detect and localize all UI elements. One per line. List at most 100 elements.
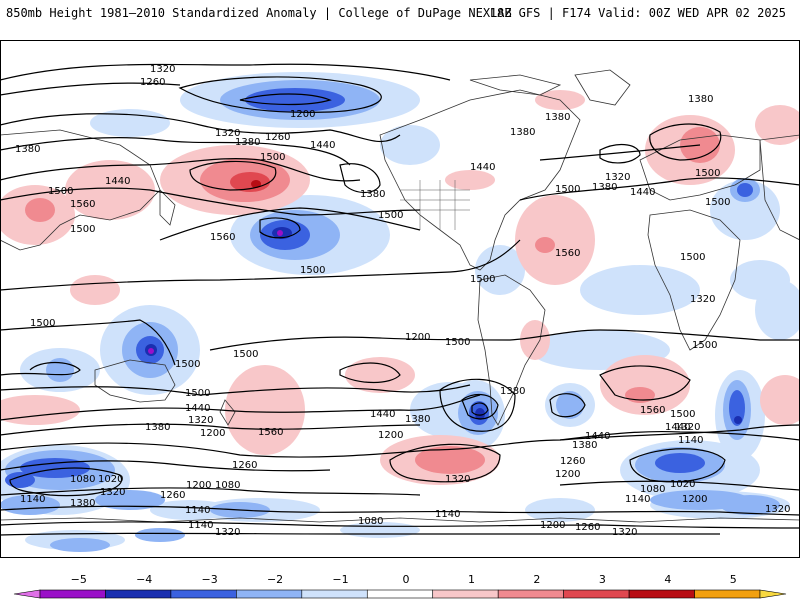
contour-label: 1500 (300, 265, 325, 276)
contour-label: 1500 (670, 409, 695, 420)
contour-label: 1560 (258, 427, 283, 438)
anomaly-shading (0, 72, 800, 552)
contour-label: 1500 (260, 152, 285, 163)
contour-label: 1380 (500, 386, 525, 397)
contour-label: 1320 (150, 64, 175, 75)
contour-label: 1500 (233, 349, 258, 360)
contour-label: 1200 (682, 494, 707, 505)
contour-label: 1500 (555, 184, 580, 195)
contour-label: 1320 (445, 474, 470, 485)
contour-label: 1320 (690, 294, 715, 305)
colorbar-swatch (39, 589, 106, 599)
contour-label: 1380 (360, 189, 385, 200)
contour-label: 1260 (265, 132, 290, 143)
colorbar-swatch (105, 589, 172, 599)
colorbar-tick-label: −4 (136, 573, 152, 586)
contour-label: 1440 (665, 422, 690, 433)
contour-label: 1560 (555, 248, 580, 259)
political-boundaries (400, 180, 470, 230)
contour-label: 1140 (678, 435, 703, 446)
contour-label: 1380 (688, 94, 713, 105)
contour-label: 1380 (405, 414, 430, 425)
contour-label: 1560 (210, 232, 235, 243)
contour-label: 1500 (695, 168, 720, 179)
colorbar-tick-label: 3 (599, 573, 606, 586)
colorbar-swatch (432, 589, 499, 599)
colorbar-swatch (759, 589, 787, 599)
contour-label: 1260 (560, 456, 585, 467)
contour-label: 1500 (48, 186, 73, 197)
contour-label: 1380 (592, 182, 617, 193)
colorbar-swatch (170, 589, 237, 599)
colorbar-tick-label: −5 (71, 573, 87, 586)
contour-label: 1200 (290, 109, 315, 120)
contour-label: 1320 (215, 527, 240, 538)
contour-label: 1440 (470, 162, 495, 173)
colorbar-swatch (563, 589, 630, 599)
contour-label: 1140 (435, 509, 460, 520)
contour-label: 1140 (625, 494, 650, 505)
contour-label: 1260 (232, 460, 257, 471)
height-contours (0, 63, 800, 536)
contour-label: 1560 (640, 405, 665, 416)
contour-label: 1500 (30, 318, 55, 329)
colorbar-swatch (366, 589, 434, 599)
colorbar-swatch (694, 589, 761, 599)
contour-label: 1500 (445, 337, 470, 348)
contour-label: 1200 (378, 430, 403, 441)
contour-label: 1500 (175, 359, 200, 370)
contour-label: 1380 (510, 127, 535, 138)
contour-label: 1320 (612, 527, 637, 538)
anomaly-map: 1320 1260 1200 1380 1320 1260 1440 1500 … (0, 40, 800, 558)
colorbar-tick-label: 1 (468, 573, 475, 586)
colorbar-swatches (13, 589, 787, 599)
colorbar-tick-label: 2 (533, 573, 540, 586)
contour-label: 1440 (310, 140, 335, 151)
contour-label: 1380 (572, 440, 597, 451)
contour-label: 1440 (585, 431, 610, 442)
contour-label: 1500 (378, 210, 403, 221)
colorbar-tick-label: 0 (403, 573, 410, 586)
contour-label: 1260 (575, 522, 600, 533)
contour-label: 1440 (630, 187, 655, 198)
contour-label: 1080 (358, 516, 383, 527)
colorbar-tick-label: 4 (664, 573, 671, 586)
contour-label: 1500 (470, 274, 495, 285)
contour-label: 1440 (370, 409, 395, 420)
colorbar-swatch (301, 589, 368, 599)
contour-label: 1080 (640, 484, 665, 495)
contour-label: 1020 (670, 479, 695, 490)
contour-label: 1320 (100, 487, 125, 498)
map-title: 850mb Height 1981–2010 Standardized Anom… (6, 6, 512, 20)
contour-label: 1320 (765, 504, 790, 515)
contour-label: 1140 (20, 494, 45, 505)
contour-labels: 1320 1260 1200 1380 1320 1260 1440 1500 … (15, 64, 790, 538)
contour-label: 1380 (145, 422, 170, 433)
contour-label: 1200 (555, 469, 580, 480)
contour-label: 1200 (186, 480, 211, 491)
contour-label: 1380 (15, 144, 40, 155)
colorbar-tick-label: 5 (730, 573, 737, 586)
contour-label: 1020 (98, 474, 123, 485)
colorbar-swatch (13, 589, 41, 599)
contour-label: 1500 (680, 252, 705, 263)
contour-label: 1320 (605, 172, 630, 183)
colorbar: −5 −4 −3 −2 −1 0 1 2 3 4 5 (13, 573, 787, 599)
contour-label: 1500 (705, 197, 730, 208)
contour-label: 1500 (185, 388, 210, 399)
contour-label: 1200 (200, 428, 225, 439)
contour-label: 1320 (215, 128, 240, 139)
contour-label: 1500 (70, 224, 95, 235)
coastlines (0, 69, 800, 558)
contour-label: 1440 (105, 176, 130, 187)
colorbar-tick-label: −1 (332, 573, 348, 586)
colorbar-tick-label: −2 (267, 573, 283, 586)
contour-label: 1380 (545, 112, 570, 123)
contour-label: 1500 (692, 340, 717, 351)
contour-label: 1080 (215, 480, 240, 491)
contour-label: 1080 (70, 474, 95, 485)
contour-label: 1260 (140, 77, 165, 88)
contour-label: 1200 (405, 332, 430, 343)
contour-label: 1320 (675, 422, 700, 433)
contour-label: 1380 (235, 137, 260, 148)
